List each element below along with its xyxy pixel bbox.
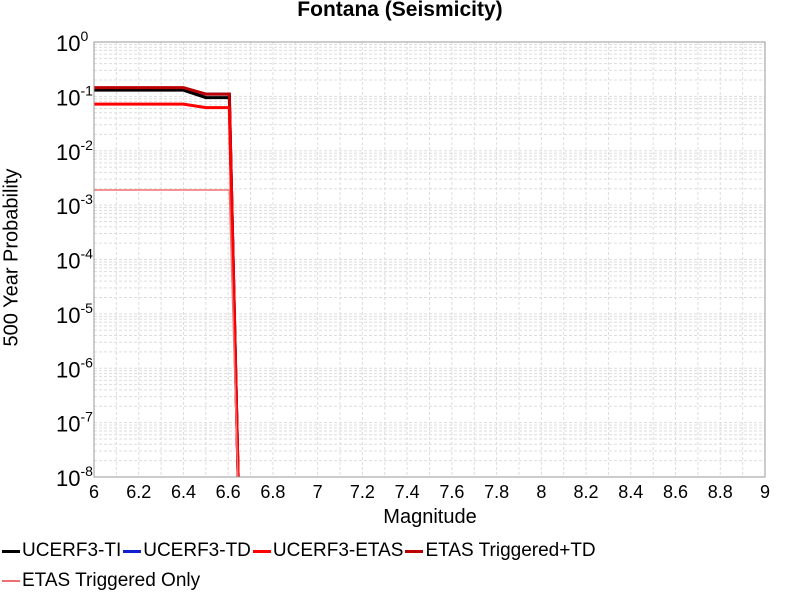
legend-row-2: ETAS Triggered Only	[2, 568, 202, 594]
series-lines	[94, 86, 240, 477]
x-tick-label: 6.8	[260, 482, 285, 502]
x-tick-label: 7.6	[439, 482, 464, 502]
legend-swatch	[2, 549, 20, 553]
y-axis-ticks: 100 10-1 10-2 10-3 10-4 10-5 10-6 10-7 10-8	[56, 28, 93, 491]
y-axis-label: 500 Year Probability	[0, 168, 23, 347]
x-tick-label: 8.8	[708, 482, 733, 502]
legend-item-ucerf3-ti: UCERF3-TI	[2, 540, 121, 562]
legend-item-ucerf3-td: UCERF3-TD	[123, 540, 251, 562]
x-tick-label: 7.2	[350, 482, 375, 502]
y-tick-label: 10-1	[56, 82, 93, 110]
legend-swatch	[405, 549, 424, 553]
x-tick-label: 7.4	[395, 482, 420, 502]
y-tick-label: 10-4	[56, 246, 93, 274]
x-tick-label: 7.8	[484, 482, 509, 502]
legend-swatch	[252, 549, 271, 553]
x-tick-label: 6	[89, 482, 99, 502]
plot-area	[93, 41, 766, 478]
series-line-etas-triggered-td	[94, 86, 240, 477]
chart-title: Fontana (Seismicity)	[297, 0, 503, 21]
legend-item-etas-triggered-td: ETAS Triggered+TD	[405, 540, 596, 562]
x-tick-label: 8.4	[618, 482, 643, 502]
y-tick-label: 10-2	[56, 137, 93, 165]
y-tick-label: 100	[56, 28, 88, 56]
legend-swatch	[123, 549, 142, 553]
legend-label: UCERF3-ETAS	[272, 540, 404, 561]
x-axis-label: Magnitude	[383, 506, 477, 528]
legend-label: ETAS Triggered+TD	[425, 540, 596, 561]
grid	[93, 42, 766, 478]
x-tick-label: 8.2	[574, 482, 599, 502]
series-line-ucerf3-etas	[94, 102, 240, 477]
legend-swatch	[2, 580, 20, 582]
legend-item-etas-triggered-only: ETAS Triggered Only	[2, 570, 200, 592]
y-tick-label: 10-3	[56, 191, 93, 219]
x-tick-label: 7	[313, 482, 323, 502]
y-tick-label: 10-6	[56, 354, 93, 382]
legend-label: UCERF3-TD	[143, 540, 251, 561]
x-tick-label: 8	[536, 482, 546, 502]
y-tick-label: 10-8	[56, 463, 93, 491]
x-tick-label: 6.4	[171, 482, 196, 502]
series-line-ucerf3-td	[94, 86, 240, 477]
y-tick-label: 10-7	[56, 409, 93, 437]
x-axis-ticks: 6 6.2 6.4 6.6 6.8 7 7.2 7.4 7.6 7.8 8 8.2 8.4 8.6 8.8 9	[89, 482, 770, 502]
series-line-etas-triggered-only	[94, 189, 239, 477]
y-tick-label: 10-5	[56, 300, 93, 328]
legend-item-ucerf3-etas: UCERF3-ETAS	[252, 540, 404, 562]
x-tick-label: 8.6	[663, 482, 688, 502]
x-tick-label: 9	[760, 482, 770, 502]
legend-label: UCERF3-TI	[22, 540, 122, 561]
x-tick-label: 6.2	[126, 482, 151, 502]
legend-row-1: UCERF3-TI UCERF3-TD UCERF3-ETAS ETAS Tri…	[2, 538, 598, 564]
legend-label: ETAS Triggered Only	[22, 570, 201, 591]
x-tick-label: 6.6	[216, 482, 241, 502]
